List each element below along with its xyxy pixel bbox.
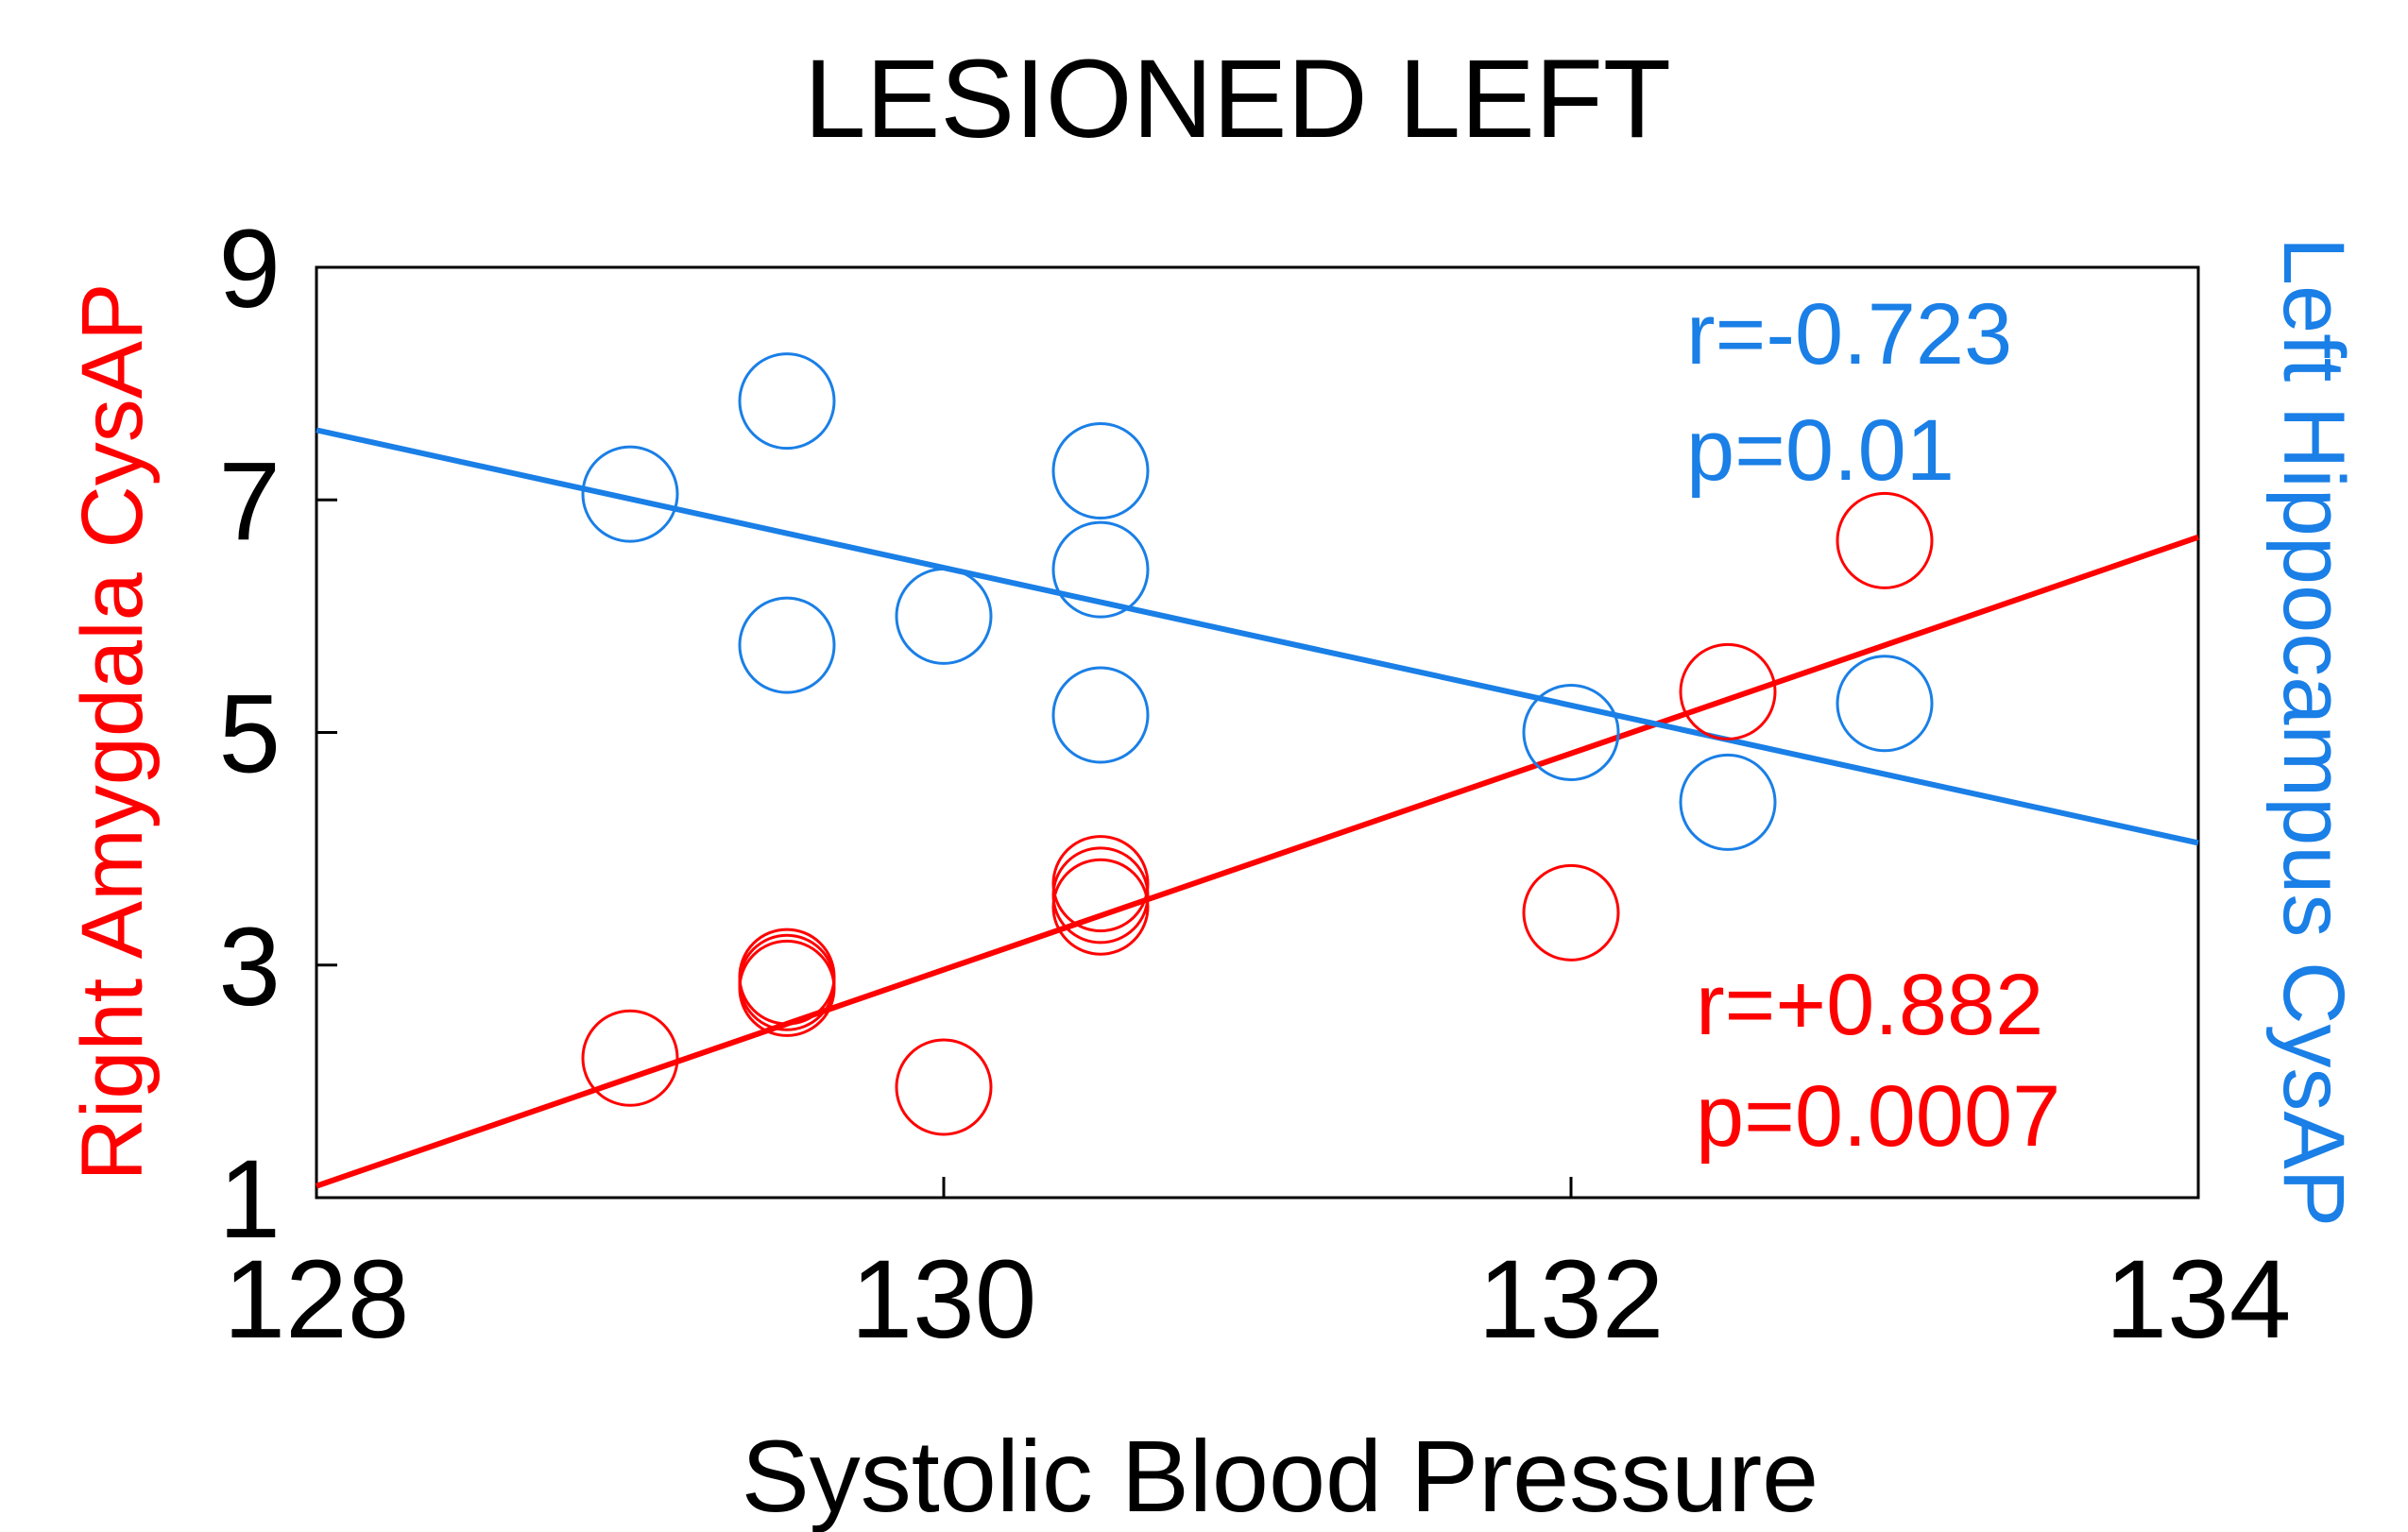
- red-data-point: [738, 928, 836, 1026]
- y-tick-label: 7: [218, 439, 281, 564]
- chart-title: LESIONED LEFT: [804, 37, 1671, 162]
- blue-data-point: [1836, 655, 1934, 753]
- red-data-point: [895, 1038, 993, 1136]
- red-p-annotation: p=0.0007: [1696, 1068, 2060, 1165]
- y-tick-label: 3: [218, 905, 281, 1030]
- data-points: [581, 352, 1934, 1136]
- blue-r-annotation: r=-0.723: [1686, 286, 2012, 383]
- blue-data-point: [1051, 421, 1150, 519]
- x-axis-label: Systolic Blood Pressure: [742, 1419, 1819, 1532]
- red-data-point: [1051, 835, 1150, 933]
- y-axis-ticks: 1 3 5 7 9: [218, 207, 337, 1262]
- blue-data-point: [581, 445, 679, 543]
- red-data-point: [1522, 863, 1620, 962]
- blue-data-point: [1679, 753, 1777, 851]
- red-data-point: [1836, 491, 1934, 589]
- y-tick-label: 1: [218, 1137, 281, 1262]
- blue-data-point: [1051, 666, 1150, 764]
- right-y-axis-label: Left Hippocampus CysAP: [2265, 237, 2362, 1227]
- blue-data-point: [738, 596, 836, 694]
- red-data-point: [1679, 642, 1777, 740]
- x-tick-label: 132: [1478, 1237, 1665, 1362]
- x-axis-ticks: 128 130 132 134: [224, 1177, 2292, 1362]
- regression-lines: [316, 427, 2199, 1189]
- blue-data-point: [1522, 684, 1620, 781]
- blue-data-point: [895, 567, 993, 665]
- y-tick-label: 9: [218, 207, 281, 332]
- x-tick-label: 134: [2106, 1237, 2292, 1362]
- x-tick-label: 130: [851, 1237, 1037, 1362]
- x-tick-label: 128: [224, 1237, 410, 1362]
- blue-data-point: [738, 352, 836, 451]
- blue-data-point: [1051, 520, 1150, 619]
- blue-regression-line: [316, 427, 2199, 846]
- y-tick-label: 5: [218, 672, 281, 797]
- red-r-annotation: r=+0.882: [1696, 957, 2043, 1053]
- red-regression-line: [316, 534, 2199, 1189]
- red-data-point: [581, 1009, 679, 1107]
- blue-p-annotation: p=0.01: [1686, 402, 1955, 499]
- left-y-axis-label: Right Amygdala CysAP: [64, 282, 161, 1181]
